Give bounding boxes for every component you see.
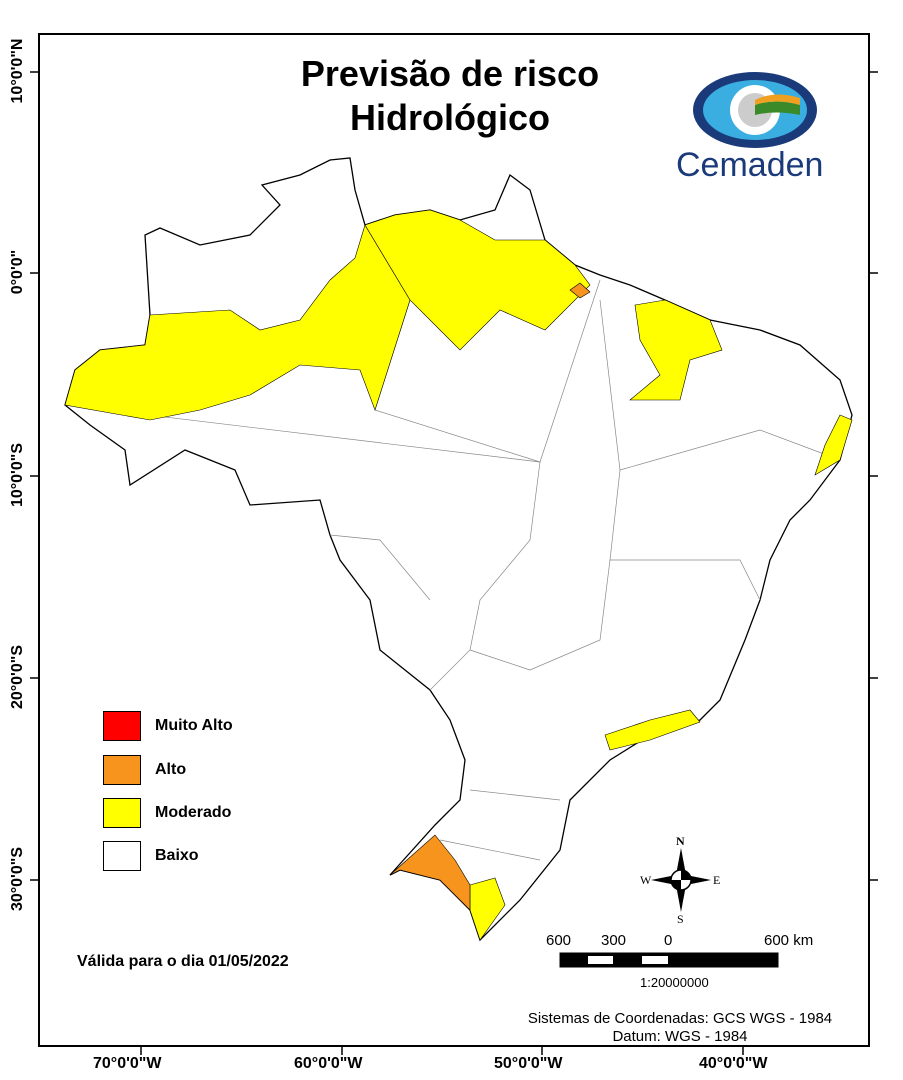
- alto-amapa: [569, 282, 591, 299]
- scale-label-600: 600: [546, 932, 572, 949]
- lat-tick-10s: 10°0'0"S: [9, 442, 26, 508]
- lat-tick-20s: 20°0'0"S: [9, 644, 26, 710]
- lat-tick-10n: 10°0'0"N: [9, 38, 26, 104]
- lon-tick-50w: 50°0'0"W: [494, 1055, 563, 1072]
- legend-label: Moderado: [155, 804, 232, 821]
- logo-text: Cemaden: [676, 146, 824, 184]
- valid-date: Válida para o dia 01/05/2022: [77, 953, 289, 970]
- moderado-roraima-para: [364, 209, 591, 351]
- legend-swatch: [103, 755, 141, 785]
- lon-tick-60w: 60°0'0"W: [294, 1055, 363, 1072]
- legend-swatch: [103, 841, 141, 871]
- compass-s: S: [677, 912, 684, 926]
- scale-label-300: 300: [601, 932, 627, 949]
- compass-e: E: [713, 873, 721, 887]
- moderado-nordeste: [814, 414, 853, 476]
- lon-tick-70w: 70°0'0"W: [93, 1055, 162, 1072]
- legend-label: Muito Alto: [155, 717, 233, 734]
- compass-rose-icon: [651, 848, 711, 912]
- legend-swatch: [103, 711, 141, 741]
- legend-label: Alto: [155, 761, 187, 778]
- legend-label: Baixo: [155, 847, 199, 864]
- moderado-amazonas: [64, 224, 411, 421]
- risk-areas: [64, 209, 853, 941]
- legend-item-alto: Alto: [103, 755, 186, 785]
- lat-tick-30s: 30°0'0"S: [9, 846, 26, 912]
- scale-label-0: 0: [664, 932, 673, 949]
- legend-item-baixo: Baixo: [103, 841, 199, 871]
- scale-label-600km: 600 km: [764, 932, 814, 949]
- cemaden-logo: [693, 72, 817, 148]
- map-title: Previsão de risco Hidrológico: [230, 52, 670, 140]
- moderado-maranhao: [629, 299, 723, 401]
- scale-ratio: 1:20000000: [640, 975, 709, 990]
- legend-item-moderado: Moderado: [103, 798, 231, 828]
- datum: Datum: WGS - 1984: [612, 1028, 748, 1045]
- coordinate-system: Sistemas de Coordenadas: GCS WGS - 1984: [527, 1010, 833, 1027]
- title-line-2: Hidrológico: [350, 97, 550, 138]
- legend-item-muito-alto: Muito Alto: [103, 711, 233, 741]
- moderado-sudeste: [604, 709, 701, 751]
- compass-n: N: [676, 834, 685, 848]
- title-line-1: Previsão de risco: [300, 53, 600, 94]
- legend-swatch: [103, 798, 141, 828]
- lon-tick-40w: 40°0'0"W: [699, 1055, 768, 1072]
- map-frame: [38, 33, 870, 1047]
- scale-bar: [559, 952, 779, 968]
- compass-w: W: [640, 873, 652, 887]
- axis-ticks: [30, 71, 878, 1055]
- alto-rs: [389, 834, 471, 911]
- lat-tick-0: 0°0'0": [9, 249, 26, 295]
